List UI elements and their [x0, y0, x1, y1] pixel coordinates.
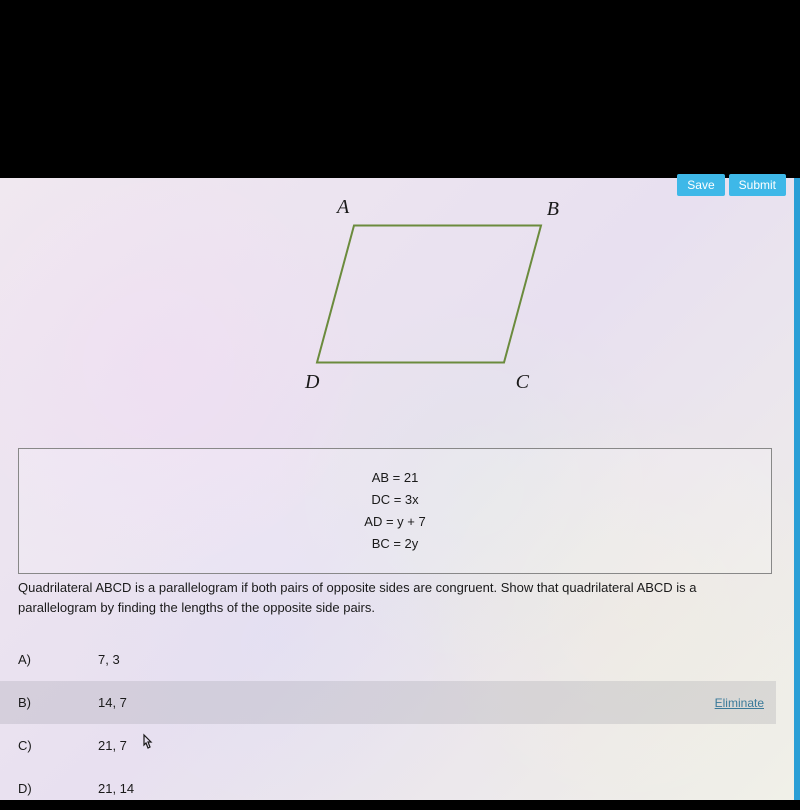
vertex-label-c: C: [516, 371, 529, 394]
given-ab: AB = 21: [31, 467, 759, 489]
parallelogram-diagram: A B C D: [227, 196, 567, 396]
answer-value: 21, 14: [98, 781, 776, 796]
given-bc: BC = 2y: [31, 533, 759, 555]
given-data-box: AB = 21 DC = 3x AD = y + 7 BC = 2y: [18, 448, 772, 574]
parallelogram-shape: [309, 220, 549, 370]
question-prompt: Quadrilateral ABCD is a parallelogram if…: [18, 578, 772, 617]
toolbar: Save Submit: [677, 174, 786, 196]
answer-value: 14, 7: [98, 695, 715, 710]
given-ad: AD = y + 7: [31, 511, 759, 533]
answer-option-a[interactable]: A) 7, 3: [0, 638, 776, 681]
answer-letter: A): [18, 652, 98, 667]
submit-button[interactable]: Submit: [729, 174, 786, 196]
vertex-label-a: A: [337, 196, 349, 219]
answer-list: A) 7, 3 B) 14, 7 Eliminate C) 21, 7 D) 2…: [0, 638, 776, 810]
answer-letter: B): [18, 695, 98, 710]
answer-value: 7, 3: [98, 652, 776, 667]
save-button[interactable]: Save: [677, 174, 724, 196]
answer-option-d[interactable]: D) 21, 14: [0, 767, 776, 810]
given-dc: DC = 3x: [31, 489, 759, 511]
answer-letter: C): [18, 738, 98, 753]
parallelogram-polygon: [317, 226, 541, 363]
vertex-label-b: B: [547, 198, 559, 221]
answer-value: 21, 7: [98, 738, 776, 753]
eliminate-link[interactable]: Eliminate: [715, 696, 764, 710]
top-black-bar: [0, 0, 800, 178]
answer-letter: D): [18, 781, 98, 796]
answer-option-c[interactable]: C) 21, 7: [0, 724, 776, 767]
answer-option-b[interactable]: B) 14, 7 Eliminate: [0, 681, 776, 724]
content-area: Save Submit A B C D AB = 21 DC = 3x AD =…: [0, 178, 800, 800]
vertex-label-d: D: [305, 371, 319, 394]
